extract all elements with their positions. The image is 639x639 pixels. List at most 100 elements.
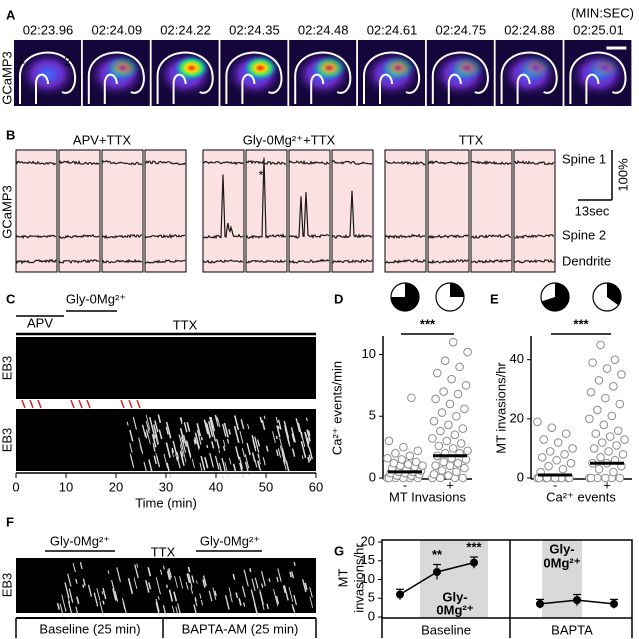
category-label: BAPTA bbox=[551, 622, 593, 637]
kymo-streak bbox=[194, 432, 201, 449]
kymo-streak bbox=[200, 599, 204, 606]
kymo-streak bbox=[179, 428, 185, 444]
shade-label: Gly- bbox=[549, 541, 574, 556]
kymo-streak bbox=[187, 566, 191, 573]
kymo-streak bbox=[238, 456, 244, 470]
trace-box bbox=[202, 149, 245, 273]
kymo-streak bbox=[251, 578, 256, 591]
kymo-streak bbox=[277, 425, 280, 430]
data-point bbox=[470, 558, 478, 567]
data-point bbox=[460, 404, 469, 414]
significance: *** bbox=[466, 539, 482, 554]
kymo-streak bbox=[133, 577, 138, 589]
data-point bbox=[439, 457, 448, 467]
kymo-streak bbox=[171, 450, 174, 458]
trace bbox=[331, 259, 373, 264]
kymo-streak bbox=[232, 463, 237, 475]
kymo-streak bbox=[301, 435, 306, 448]
pie-wedge bbox=[391, 283, 419, 311]
treatment-label: APV bbox=[27, 315, 53, 330]
data-point bbox=[613, 426, 623, 435]
trace bbox=[202, 174, 244, 240]
kymo-streak bbox=[239, 462, 245, 479]
data-point bbox=[586, 387, 596, 397]
row-label: Spine 2 bbox=[22, 415, 66, 430]
kymo-streak bbox=[221, 423, 227, 437]
data-point bbox=[547, 423, 557, 433]
x-axis-label: Time (min) bbox=[135, 495, 197, 510]
data-point bbox=[428, 434, 437, 443]
data-point bbox=[589, 444, 599, 453]
kymo-streak bbox=[291, 433, 295, 443]
trace bbox=[384, 258, 426, 264]
kymo-streak bbox=[281, 453, 285, 463]
kymo-streak bbox=[102, 600, 105, 605]
data-point bbox=[453, 389, 463, 399]
kymo-streak bbox=[232, 573, 236, 580]
data-point bbox=[461, 381, 471, 390]
kymo-streak bbox=[291, 448, 296, 457]
data-point bbox=[593, 405, 602, 415]
treatment-label: Gly-0Mg²⁺ bbox=[50, 533, 110, 548]
kymo-streak bbox=[210, 416, 216, 432]
data-point bbox=[456, 439, 466, 448]
kymo-streak bbox=[181, 436, 187, 453]
kymo-streak bbox=[183, 422, 188, 433]
kymo-streak bbox=[251, 452, 256, 462]
kymo-streak bbox=[211, 441, 215, 449]
data-point bbox=[453, 458, 463, 468]
kymo-streak bbox=[179, 444, 184, 457]
kymo-streak bbox=[226, 438, 230, 444]
y-tick-label: 5 bbox=[368, 590, 375, 605]
kymo-streak bbox=[64, 582, 70, 599]
kymo-streak bbox=[136, 563, 139, 568]
kymo-streak bbox=[309, 587, 313, 598]
kymo-streak bbox=[176, 456, 181, 469]
treatment-label: Gly-0Mg²⁺ bbox=[200, 533, 260, 548]
kymo-streak bbox=[173, 591, 178, 602]
kymo-streak bbox=[158, 429, 163, 440]
kymo-streak bbox=[238, 598, 242, 606]
kymo-streak bbox=[129, 453, 135, 468]
kymo-streak bbox=[188, 573, 193, 588]
kymo-streak bbox=[254, 436, 260, 453]
data-point bbox=[405, 451, 415, 461]
kymo-streak bbox=[82, 584, 85, 588]
kymo-streak bbox=[289, 571, 292, 578]
kymo-streak bbox=[257, 455, 261, 465]
timestamp: 02:24.75 bbox=[435, 22, 486, 37]
y-tick-label: 10 bbox=[362, 346, 376, 361]
kymo-streak bbox=[138, 437, 144, 455]
data-point bbox=[601, 393, 610, 403]
kymo-streak bbox=[182, 434, 188, 447]
data-point bbox=[399, 442, 408, 452]
timestamp: 02:23.96 bbox=[23, 22, 74, 37]
panel-label: B bbox=[6, 127, 15, 142]
data-point bbox=[545, 447, 555, 456]
trace bbox=[101, 160, 143, 166]
event-tick bbox=[21, 399, 26, 409]
kymo-streak bbox=[166, 571, 171, 580]
kymo-streak bbox=[154, 420, 159, 433]
data-point bbox=[431, 461, 440, 470]
kymo-streak bbox=[218, 449, 221, 454]
treatment-label: Gly-0Mg²⁺ bbox=[66, 291, 126, 306]
y-label: GCaMP3 bbox=[0, 185, 14, 238]
data-point bbox=[586, 473, 596, 483]
contour bbox=[19, 51, 76, 104]
kymo-streak bbox=[293, 594, 297, 606]
kymo-streak bbox=[174, 575, 178, 588]
trace bbox=[331, 190, 373, 240]
kymo-streak bbox=[282, 585, 286, 593]
kymo-streak bbox=[272, 431, 276, 443]
kymo-streak bbox=[202, 575, 207, 587]
kymo-streak bbox=[275, 449, 279, 457]
kymo-streak bbox=[211, 426, 217, 442]
kymo-streak bbox=[277, 568, 282, 582]
kymo-streak bbox=[308, 447, 313, 460]
data-point bbox=[539, 435, 549, 444]
image-hotspot bbox=[173, 55, 210, 81]
kymo-streak bbox=[309, 596, 314, 608]
kymo-streak bbox=[265, 445, 269, 452]
data-point bbox=[552, 455, 561, 465]
